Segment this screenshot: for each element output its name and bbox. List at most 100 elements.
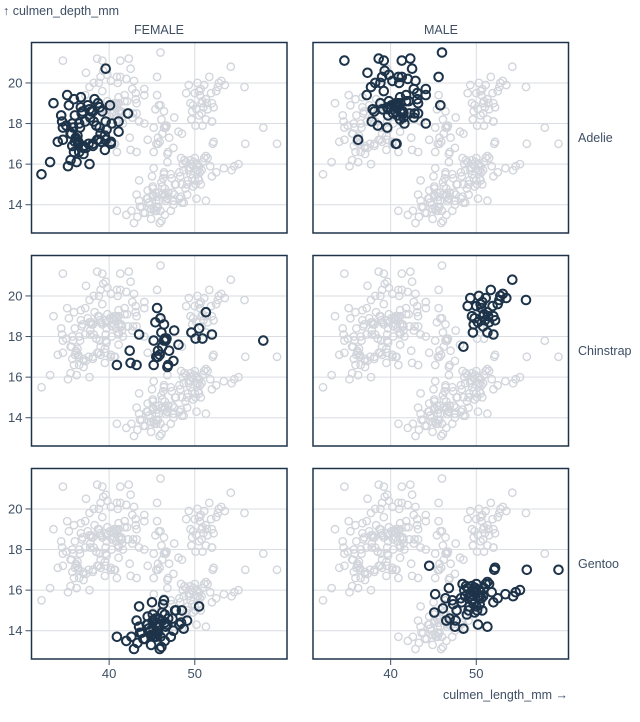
excluded-facet-point	[205, 587, 215, 597]
excluded-facet-point	[144, 198, 153, 208]
excluded-facet-point	[199, 80, 209, 90]
data-point	[193, 601, 205, 612]
excluded-facet-point	[226, 488, 236, 498]
excluded-facet-point	[186, 524, 195, 534]
facet-row-header-chinstrap: Chinstrap	[578, 343, 632, 358]
excluded-facet-point	[70, 537, 80, 546]
excluded-facet-point	[339, 348, 349, 358]
excluded-facet-point	[178, 159, 188, 169]
excluded-facet-point	[483, 98, 493, 108]
excluded-facet-point	[470, 182, 480, 191]
excluded-facet-point	[473, 407, 483, 417]
excluded-facet-point	[318, 595, 328, 605]
excluded-facet-point	[430, 573, 440, 583]
excluded-facet-point	[100, 358, 110, 368]
excluded-facet-point	[430, 549, 440, 559]
excluded-facet-point	[100, 344, 110, 354]
excluded-facet-point	[184, 506, 194, 516]
excluded-facet-point	[373, 547, 383, 557]
excluded-facet-point	[447, 382, 457, 392]
excluded-facet-point	[459, 159, 469, 169]
excluded-facet-point	[434, 498, 444, 508]
excluded-facet-point	[554, 139, 563, 149]
excluded-facet-point	[458, 129, 468, 139]
data-point	[105, 138, 117, 150]
excluded-facet-point	[175, 384, 185, 394]
excluded-facet-point	[64, 313, 74, 323]
data-point	[167, 613, 178, 624]
excluded-facet-point	[197, 165, 207, 175]
excluded-facet-point	[356, 545, 366, 554]
excluded-facet-point	[97, 299, 107, 309]
excluded-facet-point	[362, 543, 372, 552]
excluded-facet-point	[507, 62, 517, 72]
excluded-facet-point	[186, 368, 195, 378]
excluded-facet-point	[182, 179, 192, 189]
excluded-facet-point	[196, 392, 206, 402]
excluded-facet-point	[180, 155, 189, 165]
excluded-facet-point	[408, 206, 418, 216]
data-point	[145, 625, 156, 636]
data-point	[462, 300, 473, 312]
data-point	[510, 586, 521, 598]
excluded-facet-point	[187, 107, 197, 116]
excluded-facet-point	[186, 311, 195, 321]
excluded-facet-point	[187, 386, 197, 396]
excluded-facet-point	[407, 571, 417, 581]
excluded-facet-point	[438, 177, 448, 187]
data-point	[480, 292, 491, 304]
excluded-facet-point	[464, 403, 474, 413]
data-point	[36, 169, 47, 180]
highlight-points	[423, 560, 564, 634]
excluded-facet-point	[436, 644, 446, 654]
excluded-facet-point	[192, 378, 201, 388]
excluded-facet-point	[469, 533, 479, 542]
excluded-facet-point	[367, 543, 377, 552]
excluded-facet-point	[430, 163, 440, 173]
facet-column-header-male: MALE	[423, 23, 459, 37]
excluded-facet-point	[229, 161, 239, 171]
excluded-facet-point	[461, 368, 471, 378]
excluded-facet-point	[122, 309, 132, 319]
data-point	[553, 564, 564, 576]
excluded-facet-point	[521, 82, 531, 92]
excluded-facet-point	[495, 78, 505, 88]
data-point	[146, 597, 158, 608]
excluded-facet-point	[103, 496, 112, 506]
excluded-facet-point	[64, 526, 74, 536]
excluded-facet-point	[206, 301, 216, 311]
excluded-facet-point	[330, 98, 340, 108]
excluded-facet-point	[413, 147, 423, 157]
excluded-facet-point	[344, 303, 354, 313]
excluded-facet-point	[467, 155, 477, 165]
excluded-facet-point	[201, 622, 211, 632]
excluded-facet-point	[68, 336, 78, 346]
excluded-facet-point	[186, 581, 195, 591]
excluded-facet-point	[214, 291, 224, 301]
y-tick-label: 14	[8, 410, 22, 425]
excluded-facet-point	[197, 591, 207, 601]
excluded-facet-point	[395, 311, 405, 321]
excluded-facet-point	[219, 163, 229, 173]
excluded-facet-point	[164, 559, 174, 569]
excluded-facet-point	[406, 133, 416, 143]
y-tick-label: 16	[8, 157, 22, 172]
excluded-facet-point	[468, 372, 478, 382]
facet-panel	[312, 254, 570, 447]
excluded-facet-point	[353, 370, 363, 380]
data-point	[152, 351, 164, 363]
excluded-facet-point	[94, 291, 104, 301]
excluded-facet-point	[443, 334, 453, 344]
data-point	[456, 597, 467, 608]
excluded-facet-point	[68, 549, 78, 559]
data-point	[113, 116, 124, 127]
background-points	[318, 62, 563, 228]
excluded-facet-point	[103, 283, 112, 293]
excluded-facet-point	[169, 113, 179, 122]
excluded-facet-point	[132, 524, 142, 534]
background-points	[318, 261, 563, 441]
excluded-facet-point	[421, 332, 431, 341]
excluded-facet-point	[158, 386, 168, 396]
excluded-facet-point	[407, 277, 417, 287]
excluded-facet-point	[407, 358, 417, 368]
